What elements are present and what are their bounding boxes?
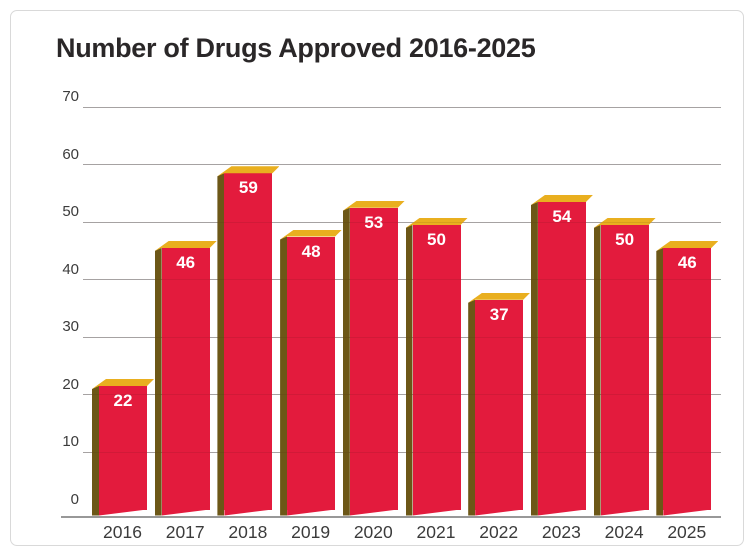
bar-bottom-wedge	[412, 509, 461, 516]
bar-value-label: 46	[176, 253, 196, 272]
x-tick-label-2024: 2024	[604, 522, 644, 542]
gridline-overlay-70	[83, 106, 721, 108]
bar-value-label: 50	[615, 230, 635, 249]
y-tick-label-10: 10	[62, 433, 79, 450]
gridline-20	[83, 394, 721, 395]
bar-front-face	[161, 248, 210, 510]
bar-top-face	[92, 379, 154, 389]
bar-group-2022: 37	[468, 292, 531, 516]
x-tick-label-2016: 2016	[103, 522, 142, 542]
gridline-overlay-50	[83, 221, 721, 223]
bar-group-2016: 22	[92, 379, 154, 516]
bar-bottom-wedge	[161, 509, 210, 516]
bar-bottom-wedge	[475, 509, 524, 516]
gridline-overlay-30	[83, 336, 721, 338]
bar-top-face	[468, 292, 531, 303]
gridline-40	[83, 279, 721, 280]
gridline-70	[83, 106, 721, 108]
x-tick-label-2018: 2018	[228, 522, 268, 542]
bar-front-face	[99, 386, 147, 510]
bar-side-face	[530, 201, 538, 516]
x-tick-label-2025: 2025	[667, 522, 707, 542]
bar-value-label: 59	[238, 178, 258, 198]
bar-bottom-wedge	[99, 509, 147, 516]
bar-group-2021: 50	[405, 218, 468, 516]
bar-front-face	[412, 225, 461, 510]
gridline-overlay-20	[83, 394, 721, 395]
bar-bottom-wedge	[663, 509, 712, 516]
gridline-overlay-60	[83, 164, 721, 165]
bar-value-label: 50	[427, 230, 446, 249]
y-tick-label-0: 0	[70, 490, 79, 508]
x-tick-label-2022: 2022	[479, 522, 519, 542]
y-tick-label-70: 70	[62, 88, 79, 105]
bar-top-face	[530, 195, 593, 205]
gridline-50	[83, 221, 721, 223]
bar-value-label: 48	[301, 241, 321, 261]
bar-front-face	[663, 248, 712, 510]
bar-side-face	[280, 236, 288, 516]
bar-top-face	[593, 218, 656, 228]
y-tick-label-50: 50	[62, 203, 79, 220]
bar-front-face	[224, 173, 273, 510]
bar-top-face	[217, 166, 280, 177]
bar-side-face	[656, 247, 664, 516]
x-tick-label-2017: 2017	[165, 522, 205, 542]
gridline-30	[83, 336, 721, 338]
bar-top-face	[656, 241, 719, 251]
plot-area: 0 10 20 30 40 50 60 70 22 2016 46 2017 59 2018 48 2019 5…	[11, 11, 743, 545]
bar-front-face	[287, 236, 336, 510]
bar-bottom-wedge	[287, 509, 336, 516]
bar-side-face	[217, 172, 225, 516]
bar-top-face	[280, 229, 343, 240]
y-tick-label-40: 40	[62, 260, 79, 278]
x-tick-label-2019: 2019	[291, 522, 331, 542]
y-tick-label-30: 30	[62, 318, 79, 335]
bar-side-face	[405, 224, 413, 516]
bar-side-face	[92, 385, 99, 516]
bar-side-face	[468, 299, 476, 516]
bar-side-face	[342, 207, 350, 516]
bar-top-face	[405, 218, 468, 228]
bar-value-label: 22	[113, 391, 133, 410]
bar-bottom-wedge	[224, 509, 273, 516]
x-tick-label-2020: 2020	[353, 522, 393, 542]
bar-top-face	[342, 200, 405, 211]
bar-bottom-wedge	[537, 509, 586, 516]
x-tick-label-2021: 2021	[416, 522, 456, 542]
bar-value-label: 54	[552, 207, 572, 226]
x-axis-line	[61, 516, 721, 518]
bar-group-2023: 54	[530, 195, 593, 516]
bar-group-2018: 59	[217, 166, 280, 516]
bar-bottom-wedge	[600, 509, 649, 516]
gridline-overlay-40	[83, 279, 721, 280]
bar-value-label: 37	[489, 304, 509, 324]
gridline-60	[83, 164, 721, 165]
y-tick-label-60: 60	[62, 145, 79, 163]
bar-front-face	[349, 207, 398, 510]
bar-group-2017: 46	[154, 241, 217, 516]
chart-card: Number of Drugs Approved 2016-2025 0 10 20…	[10, 10, 744, 546]
bar-group-2024: 50	[593, 218, 656, 516]
bar-front-face	[600, 225, 649, 510]
bar-side-face	[154, 247, 162, 516]
bar-front-face	[475, 299, 524, 510]
bar-value-label: 53	[364, 212, 384, 232]
bar-group-2025: 46	[656, 241, 719, 516]
bar-top-face	[154, 241, 217, 251]
x-tick-label-2023: 2023	[541, 522, 581, 542]
bar-group-2019: 48	[280, 229, 343, 516]
chart-title: Number of Drugs Approved 2016-2025	[56, 33, 536, 63]
bar-side-face	[593, 224, 601, 516]
bar-value-label: 46	[677, 253, 697, 272]
y-tick-label-20: 20	[62, 375, 79, 393]
bar-group-2020: 53	[342, 200, 405, 516]
bar-bottom-wedge	[349, 509, 398, 516]
gridline-10	[83, 451, 721, 453]
gridline-overlay-10	[83, 451, 721, 453]
bar-front-face	[537, 202, 586, 510]
